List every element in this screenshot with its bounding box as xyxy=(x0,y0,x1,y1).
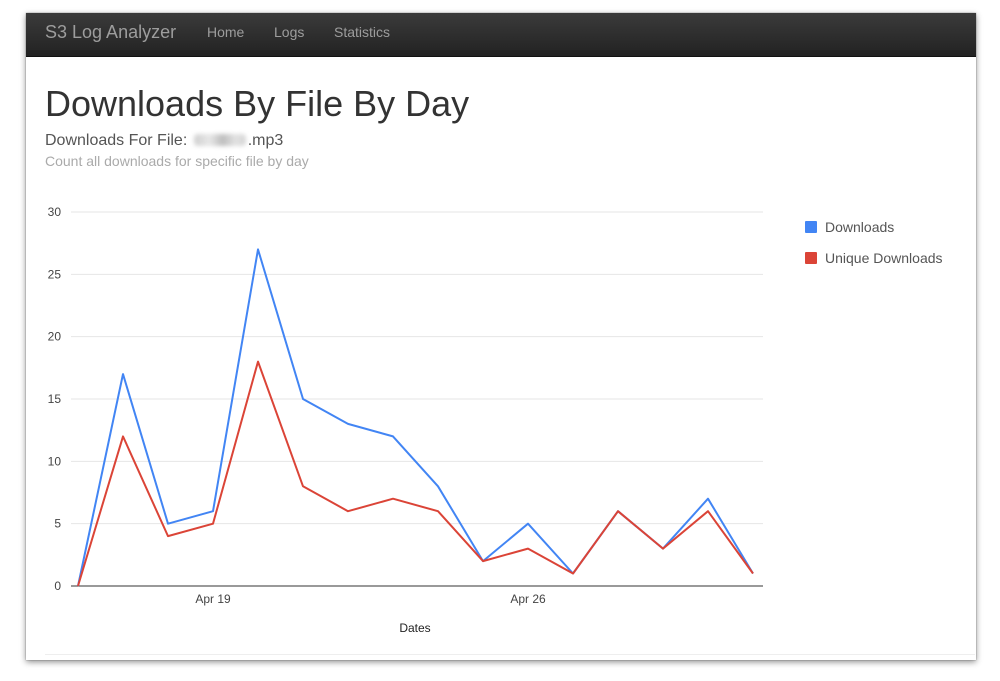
redacted-filename xyxy=(193,134,246,146)
legend-label: Downloads xyxy=(825,219,894,235)
subtitle-prefix: Downloads For File: xyxy=(45,132,188,149)
x-tick-label: Apr 26 xyxy=(510,592,546,606)
y-tick-label: 15 xyxy=(48,392,62,406)
y-tick-label: 0 xyxy=(54,579,61,593)
divider xyxy=(45,654,975,655)
nav-logs-link[interactable]: Logs xyxy=(274,24,305,40)
x-tick-label: Apr 19 xyxy=(195,592,231,606)
page-title: Downloads By File By Day xyxy=(45,83,470,124)
y-tick-label: 10 xyxy=(48,454,62,468)
legend-swatch xyxy=(805,252,817,264)
app-window: S3 Log Analyzer Home Logs Statistics Dow… xyxy=(26,13,976,660)
y-tick-label: 5 xyxy=(54,517,61,531)
series-line-downloads xyxy=(77,248,754,587)
legend-swatch xyxy=(805,221,817,233)
legend-label: Unique Downloads xyxy=(825,250,943,266)
subtitle-suffix: .mp3 xyxy=(247,132,284,149)
nav-home-link[interactable]: Home xyxy=(207,24,245,40)
page-description: Count all downloads for specific file by… xyxy=(45,153,309,169)
navbar: S3 Log Analyzer Home Logs Statistics xyxy=(26,13,976,57)
y-tick-label: 30 xyxy=(48,205,62,219)
brand-link[interactable]: S3 Log Analyzer xyxy=(45,22,177,42)
series-line-unique-downloads xyxy=(77,360,754,587)
line-chart: 0 5 10 15 20 25 30 Apr 19 Apr 26 Dates Downloads Un… xyxy=(48,205,943,635)
x-axis-title: Dates xyxy=(399,621,430,635)
y-tick-label: 20 xyxy=(48,330,62,344)
page-subtitle: Downloads For File: .mp3 xyxy=(45,132,283,150)
nav-statistics-link[interactable]: Statistics xyxy=(334,24,391,40)
y-tick-label: 25 xyxy=(48,267,62,281)
